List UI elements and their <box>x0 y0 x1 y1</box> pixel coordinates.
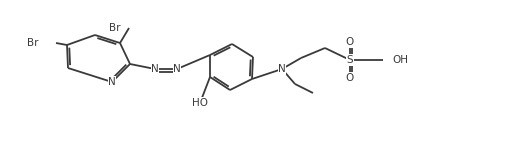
Text: Br: Br <box>109 23 121 33</box>
Text: S: S <box>347 55 353 65</box>
Text: O: O <box>346 37 354 47</box>
Text: N: N <box>173 64 181 74</box>
Text: N: N <box>151 64 159 74</box>
Text: N: N <box>278 64 286 74</box>
Text: OH: OH <box>392 55 408 65</box>
Text: Br: Br <box>27 38 38 48</box>
Text: HO: HO <box>192 98 208 108</box>
Text: N: N <box>108 77 116 87</box>
Text: O: O <box>346 73 354 83</box>
